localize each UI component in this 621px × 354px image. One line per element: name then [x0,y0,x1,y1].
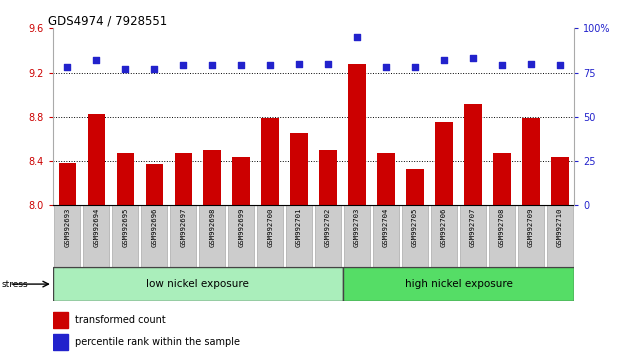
Point [410,64,420,70]
Bar [551,157,569,205]
Bar [88,114,105,205]
Text: GSM992698: GSM992698 [209,207,215,246]
Bar [204,150,221,205]
Text: GSM992696: GSM992696 [152,207,157,246]
Bar [53,334,68,350]
Bar [378,153,395,205]
Point [120,66,130,72]
Point [352,34,362,40]
Text: transformed count: transformed count [75,315,166,325]
Bar [431,205,457,267]
Bar [145,164,163,205]
Bar [286,205,312,267]
Text: GSM992699: GSM992699 [238,207,244,246]
Bar [373,205,399,267]
Text: low nickel exposure: low nickel exposure [147,279,249,289]
Bar [315,205,341,267]
Point [149,66,159,72]
Bar [54,205,80,267]
Bar [58,163,76,205]
Text: GSM992700: GSM992700 [267,207,273,246]
Bar [547,205,573,267]
Text: GSM992702: GSM992702 [325,207,331,246]
Bar [117,153,134,205]
Text: percentile rank within the sample: percentile rank within the sample [75,337,240,347]
Text: high nickel exposure: high nickel exposure [404,279,512,289]
Bar [257,205,283,267]
Point [439,57,449,63]
Text: GSM992708: GSM992708 [499,207,505,246]
Text: GSM992705: GSM992705 [412,207,418,246]
Bar [343,267,574,301]
Bar [435,122,453,205]
Text: GSM992704: GSM992704 [383,207,389,246]
Point [381,64,391,70]
Bar [402,205,428,267]
Text: GSM992697: GSM992697 [180,207,186,246]
Point [207,63,217,68]
Text: GSM992693: GSM992693 [65,207,70,246]
Text: GSM992709: GSM992709 [528,207,534,246]
Point [555,63,565,68]
Bar [112,205,138,267]
Bar [406,169,424,205]
Bar [489,205,515,267]
Bar [228,205,254,267]
Bar [348,64,366,205]
Text: stress: stress [1,280,28,289]
Point [497,63,507,68]
Bar [175,153,192,205]
Point [178,63,188,68]
Text: GSM992695: GSM992695 [122,207,128,246]
Bar [232,157,250,205]
Bar [261,118,279,205]
Point [294,61,304,67]
Text: GSM992710: GSM992710 [557,207,563,246]
Bar [493,153,510,205]
Bar [291,133,308,205]
Bar [83,205,109,267]
Point [91,57,101,63]
Point [236,63,246,68]
Bar [344,205,370,267]
Text: GSM992701: GSM992701 [296,207,302,246]
Bar [518,205,544,267]
Text: GSM992703: GSM992703 [354,207,360,246]
Bar [141,205,167,267]
Point [526,61,536,67]
Bar [522,118,540,205]
Bar [460,205,486,267]
Bar [170,205,196,267]
Bar [53,312,68,328]
Bar [53,267,343,301]
Point [62,64,72,70]
Bar [319,150,337,205]
Bar [199,205,225,267]
Text: GDS4974 / 7928551: GDS4974 / 7928551 [48,14,167,27]
Point [265,63,275,68]
Text: GSM992694: GSM992694 [93,207,99,246]
Text: GSM992707: GSM992707 [470,207,476,246]
Point [323,61,333,67]
Bar [465,104,482,205]
Text: GSM992706: GSM992706 [441,207,447,246]
Point [468,56,478,61]
